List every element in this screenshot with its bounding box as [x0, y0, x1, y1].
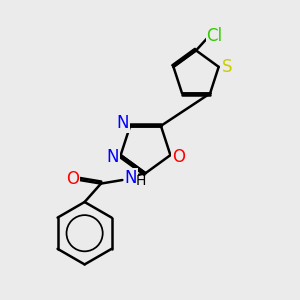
Text: O: O [172, 148, 184, 166]
Text: H: H [136, 174, 146, 188]
Text: S: S [221, 58, 232, 76]
Text: N: N [116, 115, 129, 133]
Text: N: N [107, 148, 119, 166]
Text: O: O [67, 170, 80, 188]
Text: Cl: Cl [206, 27, 223, 45]
Text: N: N [124, 169, 137, 187]
